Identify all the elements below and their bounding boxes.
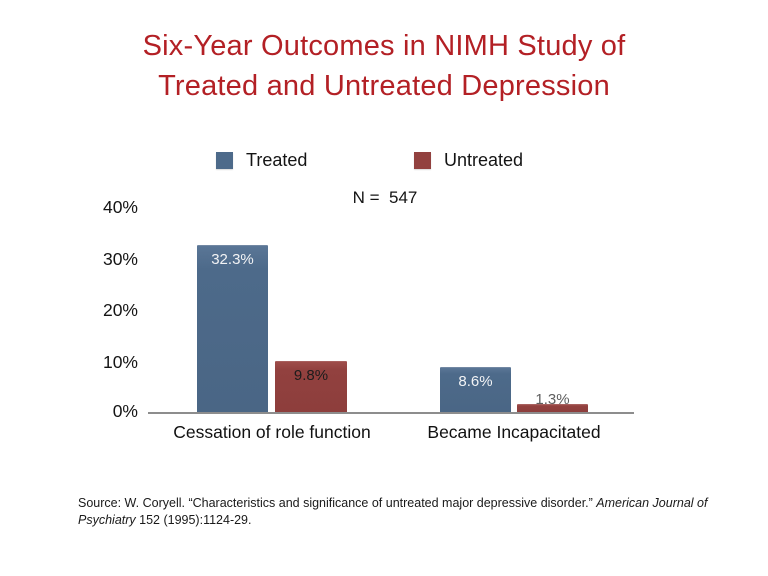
y-tick-40: 40% xyxy=(102,197,138,217)
category-label-cessation: Cessation of role function xyxy=(173,422,371,442)
slide-title-line2: Treated and Untreated Depression xyxy=(158,70,610,102)
legend-label-treated: Treated xyxy=(246,150,308,170)
bar-untreated-incapacitated xyxy=(517,404,588,412)
source-line1-journal: American Journal of xyxy=(596,496,708,510)
y-tick-30: 30% xyxy=(102,249,138,269)
bar-value-label: 32.3% xyxy=(211,251,254,268)
source-line1: Source: W. Coryell. “Characteristics and… xyxy=(78,495,738,512)
source-line2-text: 152 (1995):1124-29. xyxy=(135,512,252,527)
source-line2: Psychiatry 152 (1995):1124-29. xyxy=(78,512,738,529)
legend-swatch-treated xyxy=(216,152,233,169)
bar-untreated-cessation: 9.8% xyxy=(275,361,347,412)
bar-value-label-untreated-incapacitated: 1.3% xyxy=(535,391,570,408)
legend-swatch-untreated xyxy=(414,152,431,169)
legend-item-untreated: Untreated xyxy=(414,150,523,171)
bar-treated-cessation: 32.3% xyxy=(197,245,268,412)
y-tick-0: 0% xyxy=(112,401,138,421)
y-tick-10: 10% xyxy=(102,352,138,372)
bar-value-label: 9.8% xyxy=(293,367,329,384)
source-line2-journal: Psychiatry xyxy=(78,512,136,527)
y-tick-20: 20% xyxy=(102,300,138,320)
slide-title: Six-Year Outcomes in NIMH Study of Treat… xyxy=(0,26,768,106)
source-line1-text: Source: W. Coryell. “Characteristics and… xyxy=(78,496,597,510)
category-label-incapacitated: Became Incapacitated xyxy=(427,422,601,442)
x-axis-baseline xyxy=(148,412,634,414)
bar-treated-incapacitated: 8.6% xyxy=(440,367,511,412)
slide-title-line1: Six-Year Outcomes in NIMH Study of xyxy=(142,30,626,62)
bar-value-label: 8.6% xyxy=(458,373,493,390)
legend-label-untreated: Untreated xyxy=(444,150,524,170)
source-citation: Source: W. Coryell. “Characteristics and… xyxy=(78,495,738,528)
legend-item-treated: Treated xyxy=(216,150,307,171)
sample-size-annotation: N = 547 xyxy=(352,188,418,207)
